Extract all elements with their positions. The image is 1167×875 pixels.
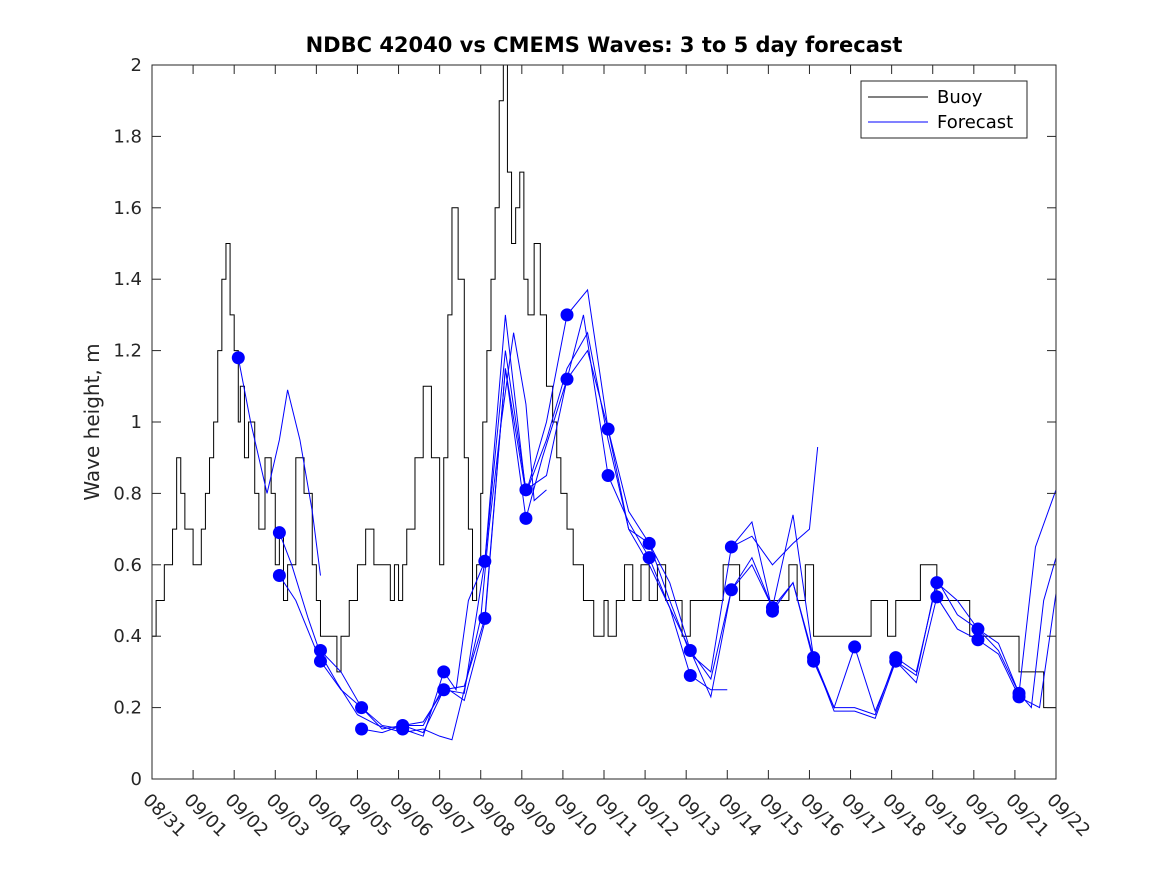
forecast-point [930,576,944,590]
forecast-point [355,701,369,715]
forecast-point [437,683,451,697]
y-tick-label: 1.4 [113,269,142,290]
forecast-point [642,536,656,550]
legend-box [860,80,1028,139]
y-tick-label: 0.2 [113,698,142,719]
chart-title: NDBC 42040 vs CMEMS Waves: 3 to 5 day fo… [306,33,903,57]
forecast-point [272,526,286,540]
forecast-point [807,654,821,668]
forecast-point [930,590,944,604]
y-tick-label: 0 [131,769,142,790]
forecast-point [478,554,492,568]
forecast-point [313,643,327,657]
forecast-point [478,611,492,625]
marker-layer [231,308,1026,736]
legend: Buoy Forecast [860,80,1028,139]
forecast-point [560,308,574,322]
forecast-point [683,643,697,657]
forecast-point [519,483,533,497]
forecast-point [437,665,451,679]
legend-buoy-label: Buoy [937,87,983,108]
y-tick-label: 0.6 [113,555,142,576]
forecast-point [519,511,533,525]
forecast-point [724,540,738,554]
forecast-point [683,668,697,682]
legend-forecast-label: Forecast [937,112,1013,133]
forecast-point [560,372,574,386]
forecast-point [355,722,369,736]
y-tick-label: 1.8 [113,126,142,147]
y-tick-label: 2 [131,55,142,76]
plot-area [152,65,1056,779]
forecast-point [765,604,779,618]
forecast-point [724,583,738,597]
y-tick-label: 0.8 [113,483,142,504]
forecast-point [642,551,656,565]
forecast-point [272,569,286,583]
y-axis: 0 0.2 0.4 0.6 0.8 1 1.2 1.4 1.6 1.8 2 [113,55,1056,790]
forecast-line [731,446,819,566]
y-axis-label: Wave height, m [80,343,104,500]
forecast-point [971,622,985,636]
y-tick-label: 1.2 [113,341,142,362]
y-tick-label: 0.4 [113,626,142,647]
forecast-point [231,351,245,365]
forecast-point [601,469,615,483]
forecast-point [971,633,985,647]
forecast-point [396,722,410,736]
forecast-point [889,654,903,668]
y-tick-label: 1.6 [113,198,142,219]
forecast-point [848,640,862,654]
forecast-point [313,654,327,668]
forecast-point [601,422,615,436]
forecast-line [361,288,1057,734]
forecast-line [237,357,321,576]
y-tick-label: 1 [131,412,142,433]
forecast-point [1012,690,1026,704]
